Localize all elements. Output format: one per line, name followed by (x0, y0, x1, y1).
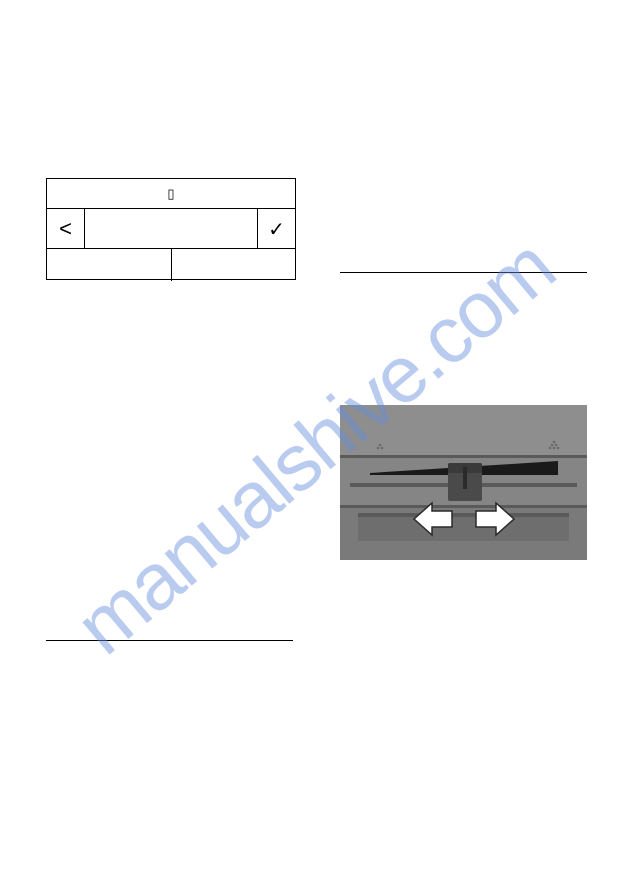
appliance-slider-illustration (340, 405, 587, 560)
display-row-2: < ✓ (47, 209, 295, 249)
horizontal-rule (340, 272, 587, 273)
back-button-cell: < (47, 209, 85, 249)
confirm-button-cell: ✓ (257, 209, 295, 249)
horizontal-rule (46, 640, 293, 641)
lcd-display: ▯ < ✓ (46, 178, 296, 280)
chevron-left-icon: < (59, 216, 72, 242)
display-top-icon: ▯ (167, 186, 174, 201)
display-row-3 (47, 249, 295, 281)
display-row-1: ▯ (47, 179, 295, 209)
display-divider (171, 249, 172, 281)
check-icon: ✓ (268, 217, 285, 242)
